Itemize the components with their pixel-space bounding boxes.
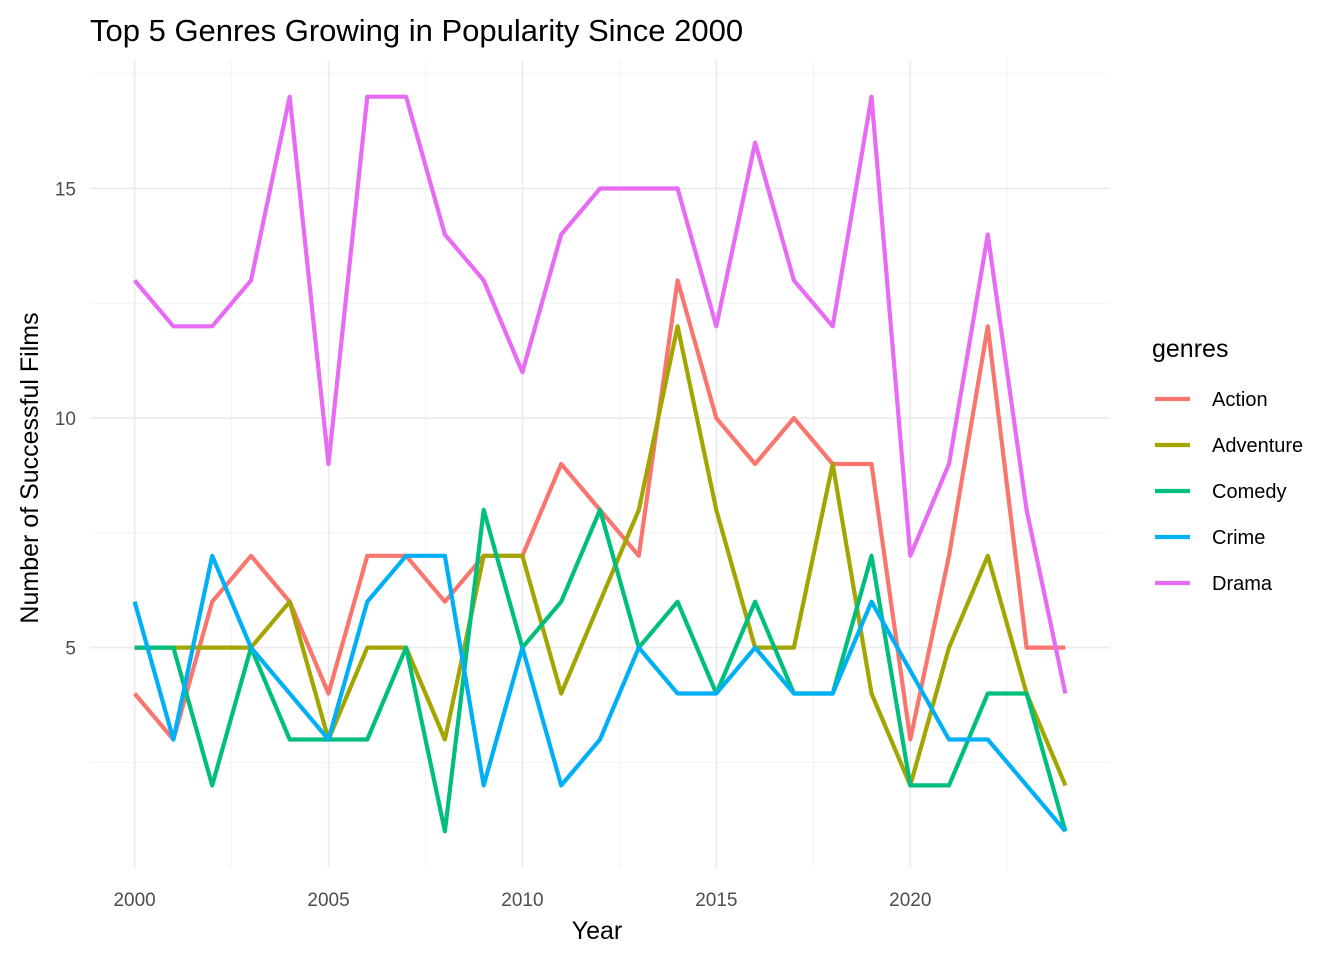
x-tick-label: 2010 [501, 890, 543, 911]
y-tick-label: 5 [65, 639, 76, 660]
y-tick-label: 15 [55, 180, 76, 201]
x-axis-ticks: 2000 2005 2010 2015 2020 [113, 890, 931, 911]
x-tick-label: 2015 [695, 890, 737, 911]
series-line-crime [132, 553, 1068, 833]
series-line-drama [132, 94, 1068, 694]
legend-label-adventure: Adventure [1212, 435, 1303, 457]
legend-label-drama: Drama [1212, 573, 1273, 595]
legend-title: genres [1152, 335, 1228, 363]
y-tick-label: 10 [55, 409, 76, 430]
series-line-adventure [134, 324, 1068, 788]
x-axis-title: Year [572, 917, 623, 945]
legend: genres Action Adventure Comedy Crime Drama [1152, 335, 1303, 595]
y-axis-title: Number of Successful Films [16, 312, 44, 623]
grid [90, 60, 1110, 868]
legend-label-comedy: Comedy [1212, 481, 1286, 503]
legend-label-crime: Crime [1212, 527, 1265, 549]
x-tick-label: 2000 [113, 890, 155, 911]
series-lines [132, 94, 1068, 834]
y-axis-ticks: 5 10 15 [55, 180, 76, 660]
legend-label-action: Action [1212, 389, 1268, 411]
chart-title: Top 5 Genres Growing in Popularity Since… [90, 13, 743, 48]
x-tick-label: 2005 [307, 890, 349, 911]
series-line-comedy [134, 507, 1068, 834]
x-tick-label: 2020 [889, 890, 931, 911]
